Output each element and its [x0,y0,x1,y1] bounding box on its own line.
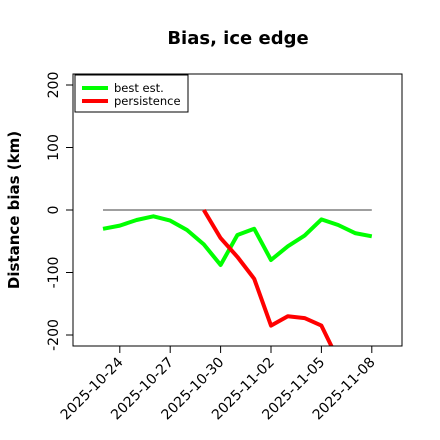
y-tick-label: -200 [46,319,62,351]
legend: best est. persistence [74,74,189,113]
legend-box [74,74,189,113]
y-axis-label: Distance bias (km) [5,131,23,289]
series-line-persistence [202,208,334,346]
chart-title: Bias, ice edge [167,28,308,49]
y-tick-label: 100 [46,134,62,161]
plot-area [102,208,373,346]
legend-label-persistence: persistence [114,94,181,108]
y-tick-label: -100 [46,257,62,289]
legend-label-best-est: best est. [114,81,164,95]
y-tick-label: 200 [46,72,62,99]
y-tick-label: 0 [46,206,62,215]
x-axis: 2025-10-242025-10-272025-10-302025-11-02… [58,346,379,423]
series-line-best-est [102,214,373,267]
y-axis: -200 -100 0 100 200 [46,72,73,351]
